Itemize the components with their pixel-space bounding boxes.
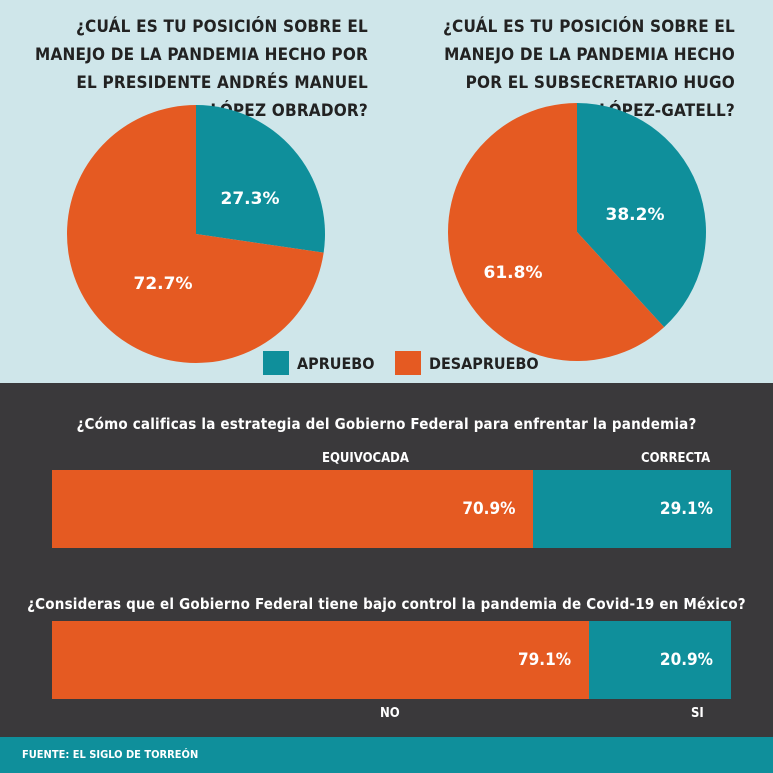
bar-estrategia: 70.9% 29.1% xyxy=(52,470,731,548)
bar-value-equivocada: 70.9% xyxy=(462,499,516,519)
bar-segment-equivocada: 70.9% xyxy=(52,470,534,548)
pie-amlo: 27.3% 72.7% xyxy=(66,105,325,363)
question-amlo: ¿Cuál es tu posición sobre el manejo de … xyxy=(35,17,368,121)
top-panel: ¿Cuál es tu posición sobre el manejo de … xyxy=(0,0,773,383)
pie-gatell: 38.2% 61.8% xyxy=(448,103,707,361)
label-equivocada: EQUIVOCADA xyxy=(322,451,409,466)
bar-value-correcta: 29.1% xyxy=(659,499,713,519)
label-no: NO xyxy=(380,706,400,721)
pie-slice-desapruebo xyxy=(66,105,324,363)
pie-charts: 27.3% 72.7% 38.2% 61.8% xyxy=(66,103,707,363)
question-control: ¿Consideras que el Gobierno Federal tien… xyxy=(27,595,746,613)
pie-label-apruebo: 27.3% xyxy=(221,189,280,209)
legend-swatch-desapruebo xyxy=(395,351,421,375)
legend-swatch-apruebo xyxy=(263,351,289,375)
label-correcta: CORRECTA xyxy=(641,451,711,466)
legend-apruebo: APRUEBO xyxy=(263,351,375,375)
pie-slice-apruebo xyxy=(577,103,707,328)
bar-segment-si: 20.9% xyxy=(589,621,731,699)
footer: FUENTE: EL SIGLO DE TORREÓN xyxy=(0,737,773,773)
legend-label-apruebo: APRUEBO xyxy=(297,353,375,373)
bar-segment-no: 79.1% xyxy=(52,621,590,699)
question-estrategia: ¿Cómo calificas la estrategia del Gobier… xyxy=(76,415,697,433)
pie-slice-apruebo xyxy=(196,105,325,253)
bottom-panel: ¿Cómo calificas la estrategia del Gobier… xyxy=(0,383,773,737)
bar-segment-correcta: 29.1% xyxy=(533,470,731,548)
pie-label-apruebo: 38.2% xyxy=(606,205,665,225)
legend-desapruebo: DESAPRUEBO xyxy=(395,351,539,375)
source-text: FUENTE: EL SIGLO DE TORREÓN xyxy=(22,748,199,761)
pie-label-desapruebo: 72.7% xyxy=(134,274,193,294)
bar-value-si: 20.9% xyxy=(659,650,713,670)
bar-control: 79.1% 20.9% xyxy=(52,621,731,699)
label-si: SI xyxy=(691,706,704,721)
legend-label-desapruebo: DESAPRUEBO xyxy=(429,353,539,373)
bar-value-no: 79.1% xyxy=(518,650,572,670)
pie-label-desapruebo: 61.8% xyxy=(484,263,543,283)
pie-slice-desapruebo xyxy=(448,103,665,361)
